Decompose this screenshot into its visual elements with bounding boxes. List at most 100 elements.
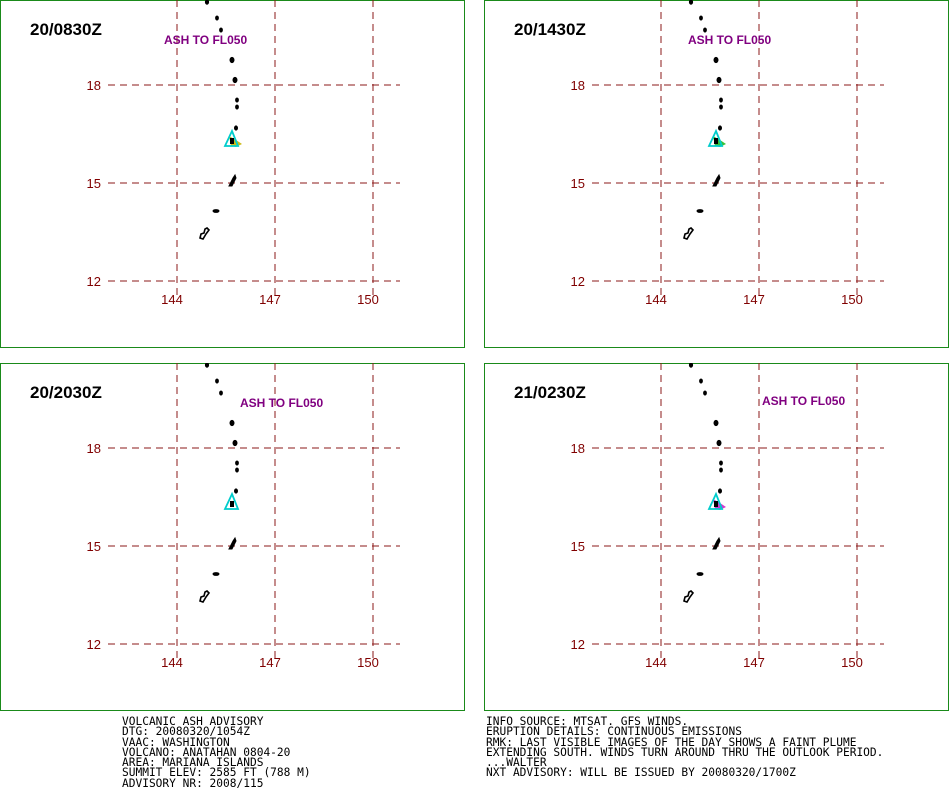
island-chain [199, 0, 239, 240]
lon-label: 144 [161, 655, 183, 670]
island [713, 56, 719, 64]
island [215, 15, 219, 21]
left-line: DTG: 20080320/1054Z [122, 725, 250, 739]
lat-label: 18 [87, 441, 101, 456]
island [696, 572, 704, 576]
lat-label: 15 [87, 539, 101, 554]
lat-label: 12 [571, 637, 585, 652]
volcano-icon [714, 501, 718, 507]
lon-label: 150 [841, 655, 863, 670]
island [229, 56, 235, 64]
island [212, 572, 220, 576]
island [215, 378, 219, 384]
panel-3: 18 15 12 144 147 150 20/2030Z ASH TO FL050 [0, 363, 465, 711]
lat-label: 15 [87, 176, 101, 191]
lat-label: 18 [87, 78, 101, 93]
advisory-info-left: VOLCANIC ASH ADVISORY DTG: 20080320/1054Z… [122, 715, 311, 789]
volcano-icon [230, 138, 234, 144]
island [719, 460, 723, 466]
island-chain [199, 363, 239, 603]
island [683, 227, 695, 240]
island [719, 97, 723, 103]
ash-level-label: ASH TO FL050 [688, 33, 771, 47]
lon-label: 144 [161, 292, 183, 307]
right-line: INFO SOURCE: MTSAT. GFS WINDS. [486, 715, 689, 728]
island [699, 378, 703, 384]
island [712, 173, 721, 187]
island [703, 390, 707, 396]
left-line: VOLCANIC ASH ADVISORY [122, 715, 264, 728]
lat-label: 12 [87, 637, 101, 652]
island [683, 590, 695, 603]
valid-time-label: 21/0230Z [514, 383, 586, 402]
island [228, 536, 237, 550]
lat-label: 12 [571, 274, 585, 289]
right-line: ...WALTER [486, 756, 547, 770]
ash-map: 18 15 12 144 147 150 20/2030Z ASH TO FL050 [0, 363, 465, 711]
island [228, 173, 237, 187]
lon-label: 144 [645, 655, 667, 670]
island [235, 97, 239, 103]
right-line: ERUPTION DETAILS: CONTINUOUS EMISSIONS [486, 725, 742, 739]
island [234, 125, 238, 131]
lon-label: 144 [645, 292, 667, 307]
island [688, 363, 694, 368]
island-chain [683, 0, 723, 240]
island [234, 488, 238, 494]
valid-time-label: 20/2030Z [30, 383, 102, 402]
right-line: RMK: LAST VISIBLE IMAGES OF THE DAY SHOW… [486, 735, 857, 749]
ash-map: 18 15 12 144 147 150 21/0230Z ASH TO FL050 [484, 363, 949, 711]
island [719, 467, 723, 473]
volcano-triangle-icon [223, 491, 240, 510]
island [696, 209, 704, 213]
island [703, 27, 707, 33]
panel-4: 18 15 12 144 147 150 21/0230Z ASH TO FL050 [484, 363, 949, 711]
island [719, 104, 723, 110]
ash-level-label: ASH TO FL050 [164, 33, 247, 47]
volcano-triangle-icon [223, 128, 240, 147]
island [229, 419, 235, 427]
ash-map: 18 15 12 144 147 150 20/1430Z ASH TO FL050 [484, 0, 949, 348]
lon-label: 147 [743, 292, 765, 307]
volcano-triangle-icon [707, 491, 724, 510]
island [232, 439, 238, 447]
island [713, 419, 719, 427]
ash-map: 18 15 12 144 147 150 20/0830Z ASH TO FL050 [0, 0, 465, 348]
right-line: EXTENDING SOUTH. WINDS TURN AROUND THRU … [486, 745, 884, 759]
lat-label: 15 [571, 539, 585, 554]
island [699, 15, 703, 21]
island [219, 390, 223, 396]
lon-label: 147 [743, 655, 765, 670]
right-line: NXT ADVISORY: WILL BE ISSUED BY 20080320… [486, 766, 796, 780]
panel-border [484, 0, 949, 348]
island [204, 0, 210, 5]
ash-level-label: ASH TO FL050 [240, 396, 323, 410]
lat-label: 15 [571, 176, 585, 191]
valid-time-label: 20/1430Z [514, 20, 586, 39]
lon-label: 150 [357, 655, 379, 670]
lat-label: 12 [87, 274, 101, 289]
lat-label: 18 [571, 441, 585, 456]
island [712, 536, 721, 550]
island [235, 467, 239, 473]
lon-label: 147 [259, 655, 281, 670]
lon-label: 150 [357, 292, 379, 307]
ash-level-label: ASH TO FL050 [762, 394, 845, 408]
advisory-info-right: INFO SOURCE: MTSAT. GFS WINDS. ERUPTION D… [486, 715, 884, 780]
lon-label: 147 [259, 292, 281, 307]
volcano-triangle-icon [707, 128, 724, 147]
island [716, 76, 722, 84]
island [232, 76, 238, 84]
island [716, 439, 722, 447]
island-chain [683, 363, 723, 603]
island [199, 227, 211, 240]
left-line: VAAC: WASHINGTON [122, 735, 230, 749]
volcano-icon [714, 138, 718, 144]
lon-label: 150 [841, 292, 863, 307]
left-line: VOLCANO: ANATAHAN 0804-20 [122, 745, 291, 759]
island [688, 0, 694, 5]
island [718, 125, 722, 131]
panel-1: 18 15 12 144 147 150 20/0830Z ASH TO FL050 [0, 0, 465, 348]
island [235, 104, 239, 110]
volcano-icon [230, 501, 234, 507]
